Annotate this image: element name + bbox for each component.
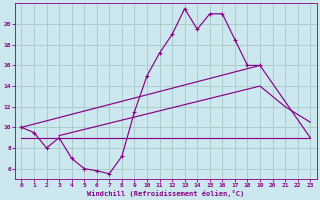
X-axis label: Windchill (Refroidissement éolien,°C): Windchill (Refroidissement éolien,°C) <box>87 190 244 197</box>
